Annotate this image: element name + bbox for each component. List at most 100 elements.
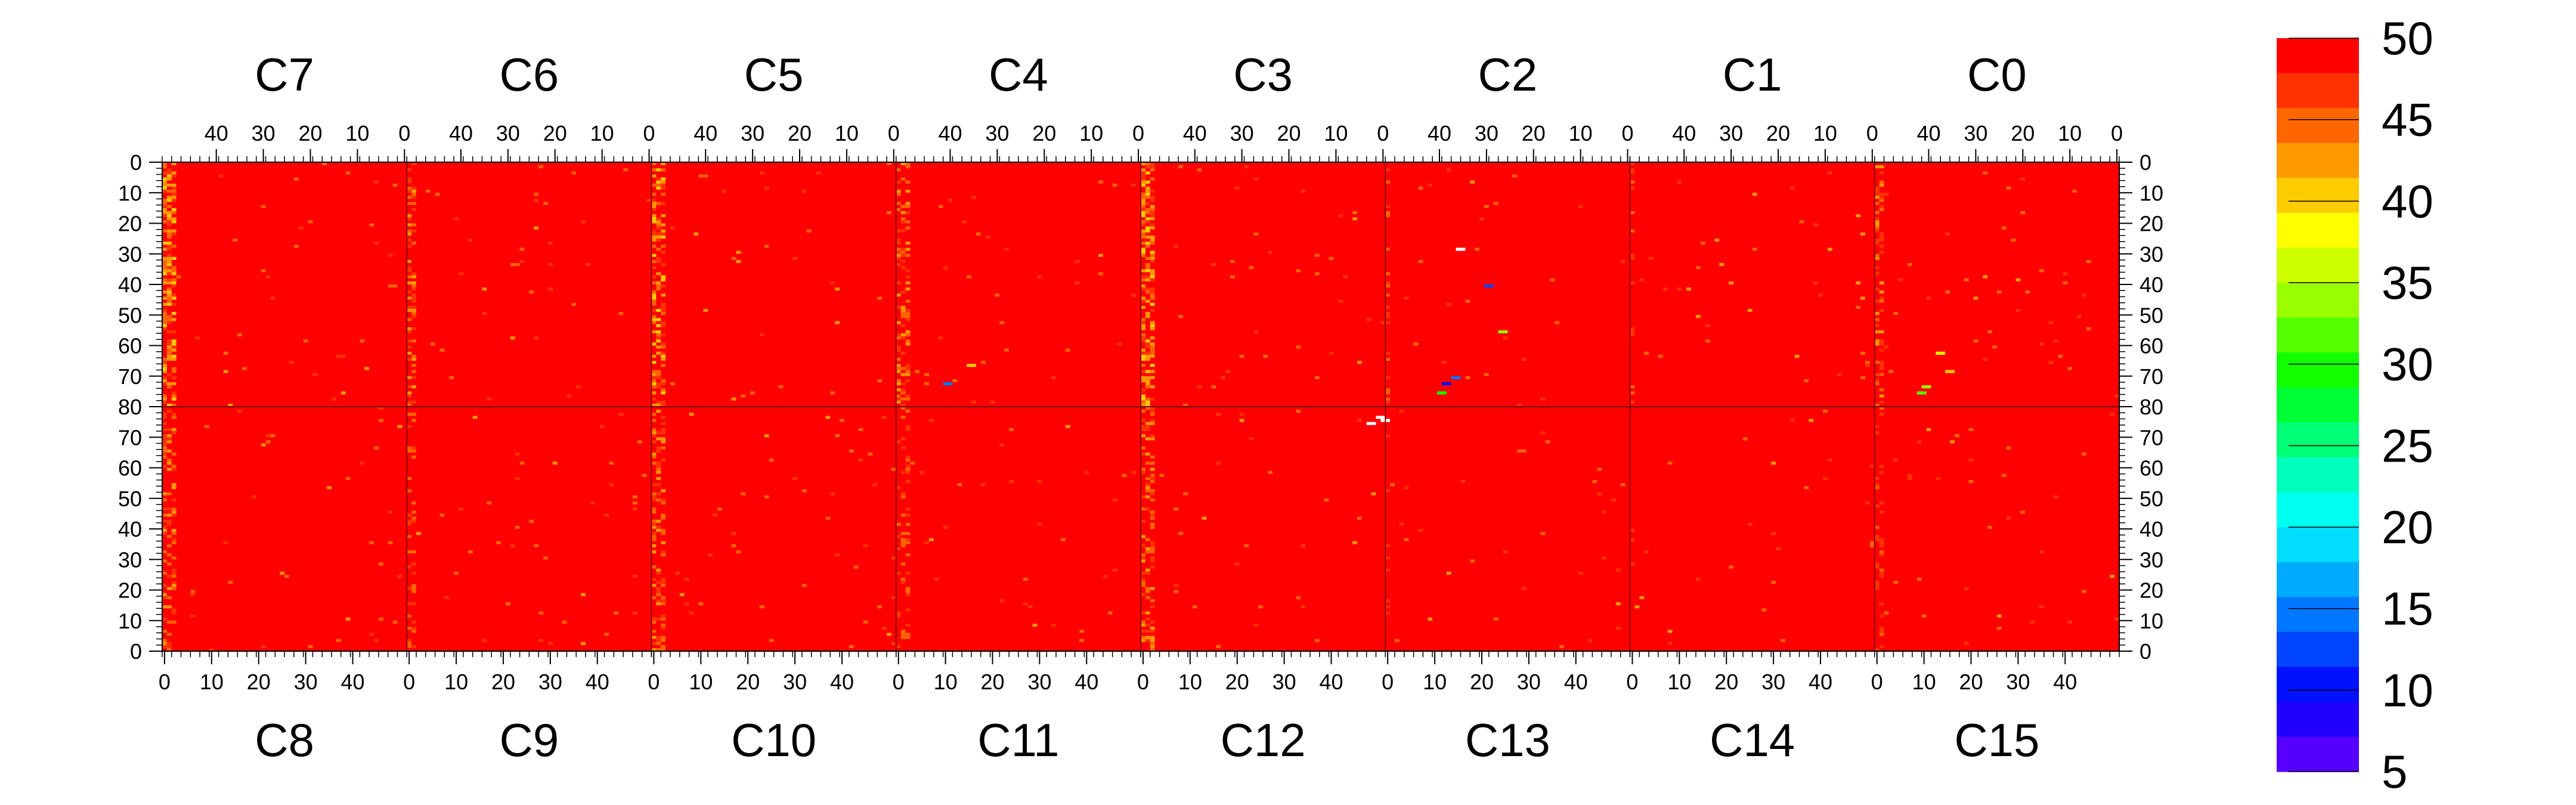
heatmap-cell <box>1314 639 1320 642</box>
heatmap-cell <box>1150 627 1155 630</box>
heatmap-cell <box>166 459 172 462</box>
heatmap-cell <box>656 220 661 224</box>
heatmap-cell <box>1893 581 1899 584</box>
heatmap-cell <box>1145 358 1150 361</box>
heatmap-cell <box>900 547 906 550</box>
heatmap-cell <box>651 229 657 233</box>
heatmap-cell <box>900 544 906 547</box>
heatmap-cell <box>407 410 412 413</box>
heatmap-cell <box>171 529 177 532</box>
heatmap-cell <box>900 376 906 379</box>
heatmap-cell <box>171 391 177 395</box>
heatmap-cell <box>731 397 736 401</box>
heatmap-cell <box>392 183 398 187</box>
heatmap-cell <box>1145 299 1150 303</box>
heatmap-cell <box>425 190 431 193</box>
heatmap-cell <box>1141 578 1145 581</box>
heatmap-cell <box>411 284 417 288</box>
heatmap-cell <box>900 581 906 584</box>
heatmap-cell <box>1879 324 1884 327</box>
heatmap-cell <box>407 434 412 438</box>
heatmap-cell <box>1630 196 1635 199</box>
heatmap-cell <box>661 391 666 395</box>
heatmap-cell <box>900 538 906 541</box>
heatmap-cell <box>543 556 548 560</box>
heatmap-cell <box>1503 550 1508 554</box>
heatmap-cell <box>538 639 544 642</box>
heatmap-cell <box>1879 544 1884 547</box>
heatmap-cell <box>661 535 666 538</box>
heatmap-cell <box>166 620 172 624</box>
heatmap-cell <box>825 516 831 520</box>
heatmap-cell <box>661 648 666 652</box>
heatmap-cell <box>166 462 172 465</box>
heatmap-cell <box>1874 522 1880 526</box>
heatmap-cell <box>166 614 172 618</box>
heatmap-cell <box>251 495 256 499</box>
heatmap-cell <box>1225 370 1230 373</box>
heatmap-cell <box>261 269 266 273</box>
heatmap-cell <box>374 446 379 450</box>
heatmap-cell <box>656 232 661 236</box>
heatmap-cell <box>1141 611 1145 615</box>
heatmap-cell <box>1211 263 1216 267</box>
heatmap-cell <box>1348 196 1353 199</box>
heatmap-cell <box>896 229 901 233</box>
heatmap-cell <box>661 177 666 181</box>
heatmap-cell <box>971 400 976 404</box>
heatmap-cell <box>1630 516 1635 520</box>
heatmap-cell <box>171 501 177 505</box>
heatmap-cell <box>1141 177 1145 181</box>
heatmap-cell <box>1150 239 1155 242</box>
heatmap-cell <box>407 205 412 208</box>
heatmap-cell <box>896 358 901 361</box>
heatmap-cell <box>886 633 891 636</box>
heatmap-cell <box>171 370 177 373</box>
heatmap-cell <box>1075 413 1080 416</box>
heatmap-cell <box>1630 373 1635 376</box>
heatmap-cell <box>1926 428 1931 432</box>
heatmap-cell <box>1954 434 1959 438</box>
heatmap-cell <box>1145 171 1150 175</box>
heatmap-cell <box>1263 354 1268 358</box>
heatmap-cell <box>896 443 901 447</box>
heatmap-cell <box>900 584 906 587</box>
heatmap-cell <box>1150 214 1155 218</box>
heatmap-cell <box>905 342 911 346</box>
heatmap-cell <box>1874 190 1880 193</box>
heatmap-cell <box>1150 370 1155 373</box>
heatmap-cell <box>166 205 172 208</box>
heatmap-cell <box>1428 345 1433 349</box>
heatmap-cell <box>1145 244 1150 248</box>
heatmap-cell <box>1385 410 1391 413</box>
heatmap-cell <box>684 578 689 581</box>
heatmap-cell <box>1879 587 1884 590</box>
heatmap-cell <box>651 236 657 239</box>
colorbar-bin <box>2277 527 2359 563</box>
heatmap-cell <box>1385 470 1391 474</box>
heatmap-cell <box>661 407 666 410</box>
heatmap-cell <box>900 470 906 474</box>
heatmap-cell <box>642 473 647 477</box>
heatmap-cell <box>1385 388 1391 392</box>
heatmap-cell <box>407 413 412 416</box>
heatmap-cell <box>1385 599 1391 603</box>
heatmap-cell <box>896 462 901 465</box>
heatmap-cell <box>162 465 167 468</box>
heatmap-cell <box>651 220 657 224</box>
heatmap-cell <box>896 397 901 401</box>
heatmap-cell <box>1630 391 1635 395</box>
heatmap-cell <box>1879 599 1884 603</box>
heatmap-cell <box>1145 470 1150 474</box>
heatmap-cell <box>1145 278 1150 281</box>
heatmap-cell <box>886 171 891 175</box>
heatmap-cell <box>670 382 675 386</box>
heatmap-cell <box>905 312 911 315</box>
heatmap-cell <box>656 272 661 275</box>
heatmap-cell <box>265 275 271 278</box>
heatmap-cell <box>656 568 661 572</box>
heatmap-cell <box>651 183 657 187</box>
heatmap-cell <box>1916 391 1927 395</box>
heatmap-cell <box>171 266 177 270</box>
heatmap-cell <box>1141 428 1145 432</box>
